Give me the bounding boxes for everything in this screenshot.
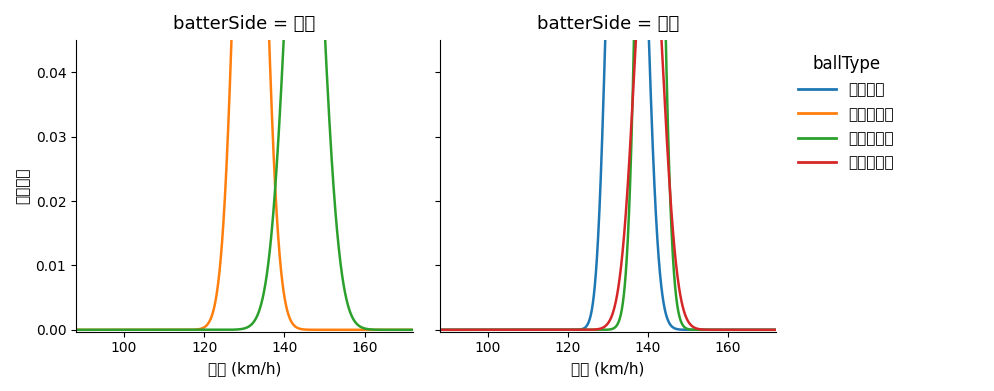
Y-axis label: 確率密度: 確率密度 [15, 168, 30, 204]
X-axis label: 球速 (km/h): 球速 (km/h) [571, 361, 644, 376]
X-axis label: 球速 (km/h): 球速 (km/h) [208, 361, 280, 376]
Title: batterSide = 右打: batterSide = 右打 [173, 15, 315, 33]
Legend: フォーク, スライダー, ツーシーム, ストレート: フォーク, スライダー, ツーシーム, ストレート [789, 48, 901, 178]
Title: batterSide = 左打: batterSide = 左打 [536, 15, 678, 33]
